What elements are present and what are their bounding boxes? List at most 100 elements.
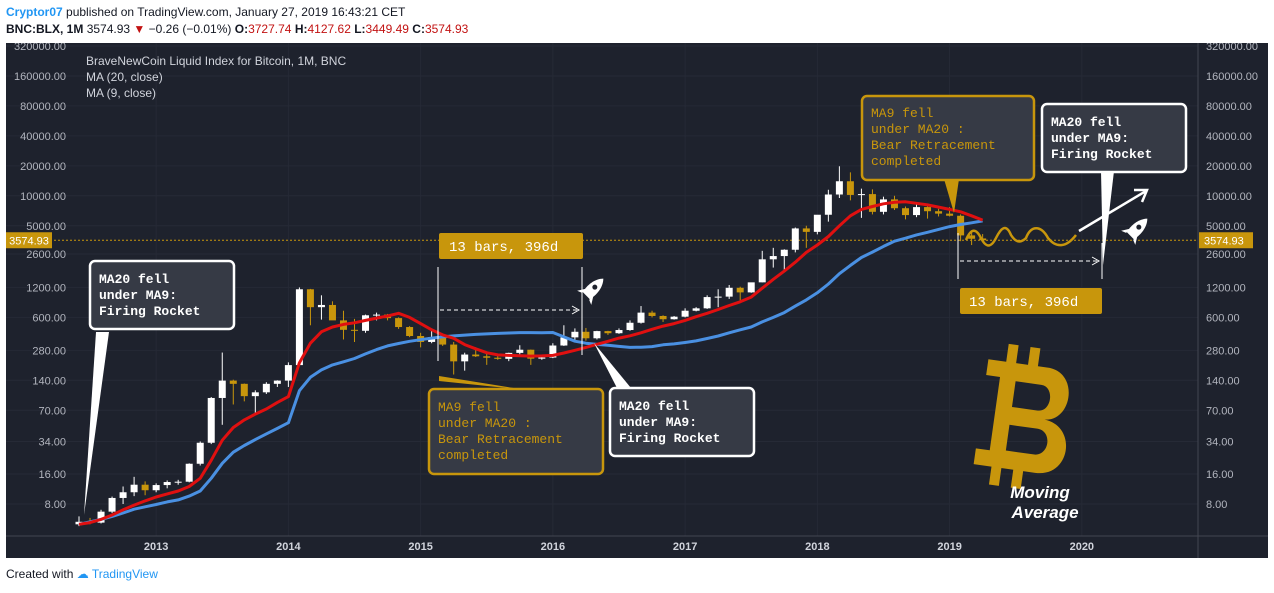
- candle-body: [791, 228, 799, 250]
- price-chart[interactable]: 3574.93 3574.93 8.00 8.00 16.00 16.00 34.00 34…: [6, 43, 1268, 558]
- callout-pointer: [439, 376, 526, 390]
- callout-line: under MA9:: [1051, 131, 1129, 146]
- y-tick-label-left: 5000.00: [26, 221, 66, 233]
- candle-body: [582, 331, 590, 339]
- tradingview-logo-icon[interactable]: ☁: [76, 567, 89, 581]
- candle-body: [97, 511, 105, 523]
- author-link[interactable]: Cryptor07: [6, 5, 63, 19]
- symbol-name: BNC:BLX, 1M: [6, 22, 84, 36]
- candle-body: [306, 289, 314, 308]
- x-tick-label: 2017: [673, 541, 697, 553]
- callout-line: MA9 fell: [438, 400, 501, 415]
- callout-line: completed: [438, 448, 508, 463]
- callout-line: completed: [871, 154, 941, 169]
- candle-body: [362, 315, 370, 331]
- candle-body: [913, 207, 921, 216]
- y-tick-label-right: 5000.00: [1206, 221, 1246, 233]
- high-value: 4127.62: [307, 22, 351, 36]
- y-tick-label-right: 2600.00: [1206, 249, 1246, 261]
- legend-ma9[interactable]: MA (9, close): [86, 86, 156, 100]
- y-tick-label-left: 320000.00: [14, 43, 66, 53]
- candle-body: [560, 337, 568, 346]
- annotation-box-1[interactable]: MA20 fell under MA9: Firing Rocket: [84, 259, 236, 515]
- low-label: L:: [354, 22, 366, 36]
- candle-body: [163, 482, 171, 486]
- candle-body: [648, 312, 656, 316]
- y-tick-label-left: 40000.00: [20, 131, 66, 143]
- candle-body: [637, 312, 645, 323]
- callout-line: MA20 fell: [619, 399, 689, 414]
- callout-line: under MA20 :: [871, 122, 965, 137]
- candle-body: [273, 380, 281, 384]
- y-tick-label-right: 10000.00: [1206, 191, 1252, 203]
- y-tick-label-left: 16.00: [38, 469, 66, 481]
- candle-body: [659, 315, 667, 320]
- candle-body: [439, 337, 447, 345]
- candle-body: [846, 181, 854, 195]
- bars-range-1[interactable]: 13 bars, 396d: [437, 233, 583, 361]
- callout-line: MA9 fell: [871, 106, 934, 121]
- candle-body: [769, 256, 777, 260]
- callout-line: Firing Rocket: [99, 304, 200, 319]
- range-label: 13 bars, 396d: [969, 295, 1078, 311]
- y-tick-label-right: 20000.00: [1206, 161, 1252, 173]
- candle-body: [902, 208, 909, 216]
- candle-body: [857, 194, 865, 196]
- footer: Created with ☁ TradingView: [6, 567, 158, 581]
- legend-title: BraveNewCoin Liquid Index for Bitcoin, 1…: [86, 54, 346, 68]
- moving-averages-layer: [78, 200, 984, 526]
- candle-body: [527, 349, 535, 359]
- legend-ma20[interactable]: MA (20, close): [86, 70, 163, 84]
- candle-body: [196, 442, 204, 464]
- ma20-line: [78, 219, 983, 526]
- y-tick-label-left: 1200.00: [26, 282, 66, 294]
- candle-body: [604, 331, 612, 334]
- candle-body: [494, 357, 502, 359]
- rocket-icon: [577, 278, 604, 305]
- callout-pointer: [594, 343, 631, 388]
- moving-average-label: Average: [1010, 503, 1078, 522]
- bars-range-2[interactable]: 13 bars, 396d: [957, 233, 1103, 314]
- annotation-box-5[interactable]: MA20 fell under MA9: Firing Rocket: [1040, 102, 1188, 265]
- annotation-box-4[interactable]: MA9 fell under MA20 : Bear Retracement c…: [860, 94, 1036, 213]
- candle-body: [373, 314, 381, 316]
- symbol-line: BNC:BLX, 1M 3574.93 ▼ −0.26 (−0.01%) O:3…: [6, 21, 468, 38]
- candle-body: [395, 318, 403, 328]
- high-label: H:: [294, 22, 308, 36]
- publish-text: published on TradingView.com, January 27…: [66, 5, 406, 19]
- candle-body: [549, 345, 557, 358]
- publish-info: Cryptor07 published on TradingView.com, …: [6, 4, 405, 21]
- y-tick-label-right: 70.00: [1206, 405, 1234, 417]
- callout-line: MA20 fell: [99, 272, 169, 287]
- price-tag-label: 3574.93: [9, 235, 49, 247]
- candle-body: [879, 199, 887, 212]
- callout-pointer: [1101, 171, 1114, 265]
- y-tick-label-left: 8.00: [45, 499, 66, 511]
- y-tick-label-right: 80000.00: [1206, 101, 1252, 113]
- callout-pointer: [944, 179, 959, 213]
- callout-line: under MA9:: [619, 415, 697, 430]
- y-tick-label-left: 600.00: [32, 312, 66, 324]
- callout-line: MA20 fell: [1051, 115, 1121, 130]
- candle-body: [615, 330, 623, 334]
- y-tick-label-left: 2600.00: [26, 249, 66, 261]
- tradingview-link[interactable]: TradingView: [91, 567, 158, 581]
- y-tick-label-right: 600.00: [1206, 312, 1240, 324]
- y-tick-label-right: 16.00: [1206, 469, 1234, 481]
- y-tick-label-left: 34.00: [38, 436, 66, 448]
- candle-body: [262, 383, 270, 393]
- annotation-box-2[interactable]: MA9 fell under MA20 : Bear Retracement c…: [427, 376, 605, 476]
- candle-body: [670, 316, 678, 320]
- candle-body: [185, 463, 193, 482]
- callout-box: [608, 386, 756, 458]
- range-label-bg: [439, 233, 583, 259]
- callout-line: Firing Rocket: [619, 431, 720, 446]
- candle-body: [924, 207, 932, 212]
- y-tick-label-right: 40000.00: [1206, 131, 1252, 143]
- price-tag-label: 3574.93: [1204, 235, 1244, 247]
- annotation-box-3[interactable]: MA20 fell under MA9: Firing Rocket: [594, 343, 756, 458]
- candle-body: [747, 282, 755, 293]
- y-tick-label-left: 70.00: [38, 405, 66, 417]
- y-tick-label-right: 34.00: [1206, 436, 1234, 448]
- range-label: 13 bars, 396d: [449, 240, 558, 256]
